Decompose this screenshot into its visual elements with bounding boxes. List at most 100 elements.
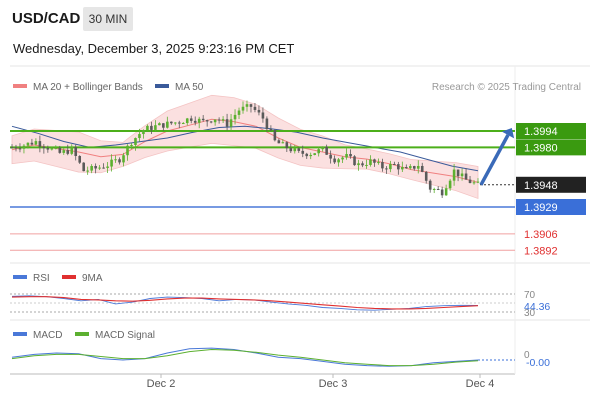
- candle-body: [353, 156, 356, 166]
- ma50-legend-label: MA 50: [175, 82, 204, 93]
- candle-body: [150, 125, 153, 130]
- candle-body: [18, 148, 22, 150]
- x-tick-dec4: Dec 4: [466, 378, 495, 390]
- candle-body: [377, 162, 380, 164]
- macd-signal-legend-label: MACD Signal: [95, 330, 155, 341]
- candle-body: [317, 149, 320, 154]
- rsi-lines: [11, 295, 479, 311]
- candle-body: [82, 162, 85, 172]
- rsi-ma-legend-swatch: [62, 275, 76, 279]
- candle-body: [269, 129, 273, 131]
- candles: [10, 100, 515, 198]
- candle-body: [261, 112, 265, 119]
- candle-body: [369, 159, 372, 165]
- x-tick-dec2: Dec 2: [147, 378, 176, 390]
- candle-body: [126, 145, 129, 156]
- candle-body: [257, 109, 261, 113]
- timeframe-badge[interactable]: 30 MIN: [83, 7, 133, 31]
- ma20-legend-swatch: [13, 84, 27, 88]
- candle-body: [333, 158, 336, 163]
- macd-legend-swatch: [13, 332, 27, 336]
- macd-signal-legend-swatch: [75, 332, 89, 336]
- candle-body: [42, 146, 46, 149]
- candle-body: [94, 166, 97, 169]
- candle-body: [130, 144, 133, 146]
- support-label-bg-3: [516, 199, 586, 215]
- candle-body: [265, 118, 269, 130]
- candle-body: [249, 104, 253, 107]
- candle-body: [420, 165, 424, 172]
- candle-body: [154, 125, 157, 130]
- rsi-tick-70: 70: [524, 290, 536, 301]
- candle-body: [66, 150, 70, 154]
- candle-body: [289, 148, 293, 152]
- candle-body: [193, 120, 197, 123]
- macd-signal-line: [11, 348, 479, 367]
- candle-body: [225, 119, 229, 127]
- symbol-title: USD/CAD: [12, 10, 81, 27]
- candle-body: [217, 119, 221, 121]
- candle-body: [70, 147, 74, 154]
- candle-body: [468, 179, 472, 184]
- candle-body: [86, 170, 89, 172]
- resistance-label-bg-1: [516, 139, 586, 156]
- weak-support-label-4: 1.3906: [524, 229, 558, 241]
- candle-body: [405, 167, 408, 169]
- candle-body: [301, 150, 305, 154]
- candle-body: [213, 119, 217, 123]
- candle-body: [241, 106, 245, 111]
- candle-body: [305, 153, 309, 157]
- candle-body: [50, 148, 54, 150]
- rsi-line: [11, 295, 479, 311]
- candle-body: [428, 180, 432, 190]
- current-price-label-bg: [516, 176, 586, 193]
- candle-body: [90, 166, 93, 171]
- candle-body: [245, 104, 249, 107]
- support-label-3: 1.3929: [524, 202, 558, 214]
- candle-body: [416, 165, 420, 169]
- macd-last-value: -0.00: [526, 357, 550, 369]
- candle-body: [313, 153, 317, 155]
- candle-body: [329, 154, 332, 159]
- candle-body: [237, 110, 241, 115]
- candle-body: [34, 141, 38, 145]
- ma50-legend-swatch: [155, 84, 169, 88]
- resistance-label-bg-0: [516, 123, 586, 139]
- rsi-tick-30: 30: [524, 308, 536, 319]
- macd-legend-label: MACD: [33, 330, 62, 341]
- candle-body: [452, 169, 456, 181]
- candle-body: [309, 154, 313, 157]
- candle-body: [162, 123, 165, 128]
- candle-body: [138, 134, 141, 139]
- candle-body: [114, 159, 117, 161]
- candle-body: [293, 148, 297, 152]
- candle-body: [297, 148, 301, 151]
- candle-body: [177, 122, 181, 124]
- candle-body: [401, 167, 404, 170]
- ma20-line: [11, 118, 479, 183]
- candle-body: [460, 173, 464, 177]
- candle-body: [110, 159, 113, 167]
- candle-body: [10, 147, 14, 149]
- candle-body: [341, 157, 344, 160]
- candle-body: [397, 164, 400, 170]
- candle-body: [436, 188, 440, 190]
- candle-body: [158, 123, 161, 126]
- candle-body: [189, 118, 193, 121]
- candle-body: [221, 119, 225, 121]
- candle-body: [281, 142, 285, 144]
- candle-body: [472, 182, 476, 184]
- candle-body: [46, 148, 50, 150]
- resistance-label-0: 1.3994: [524, 126, 558, 138]
- candle-body: [38, 141, 42, 147]
- candle-body: [166, 121, 169, 128]
- candle-body: [393, 163, 396, 165]
- candle-body: [98, 167, 101, 169]
- candle-body: [476, 181, 480, 183]
- rsi-ma-line: [11, 296, 479, 310]
- candle-body: [173, 122, 177, 124]
- forecast-arrow-head: [501, 127, 515, 139]
- credit-text: Research © 2025 Trading Central: [432, 82, 581, 93]
- candle-body: [106, 166, 109, 168]
